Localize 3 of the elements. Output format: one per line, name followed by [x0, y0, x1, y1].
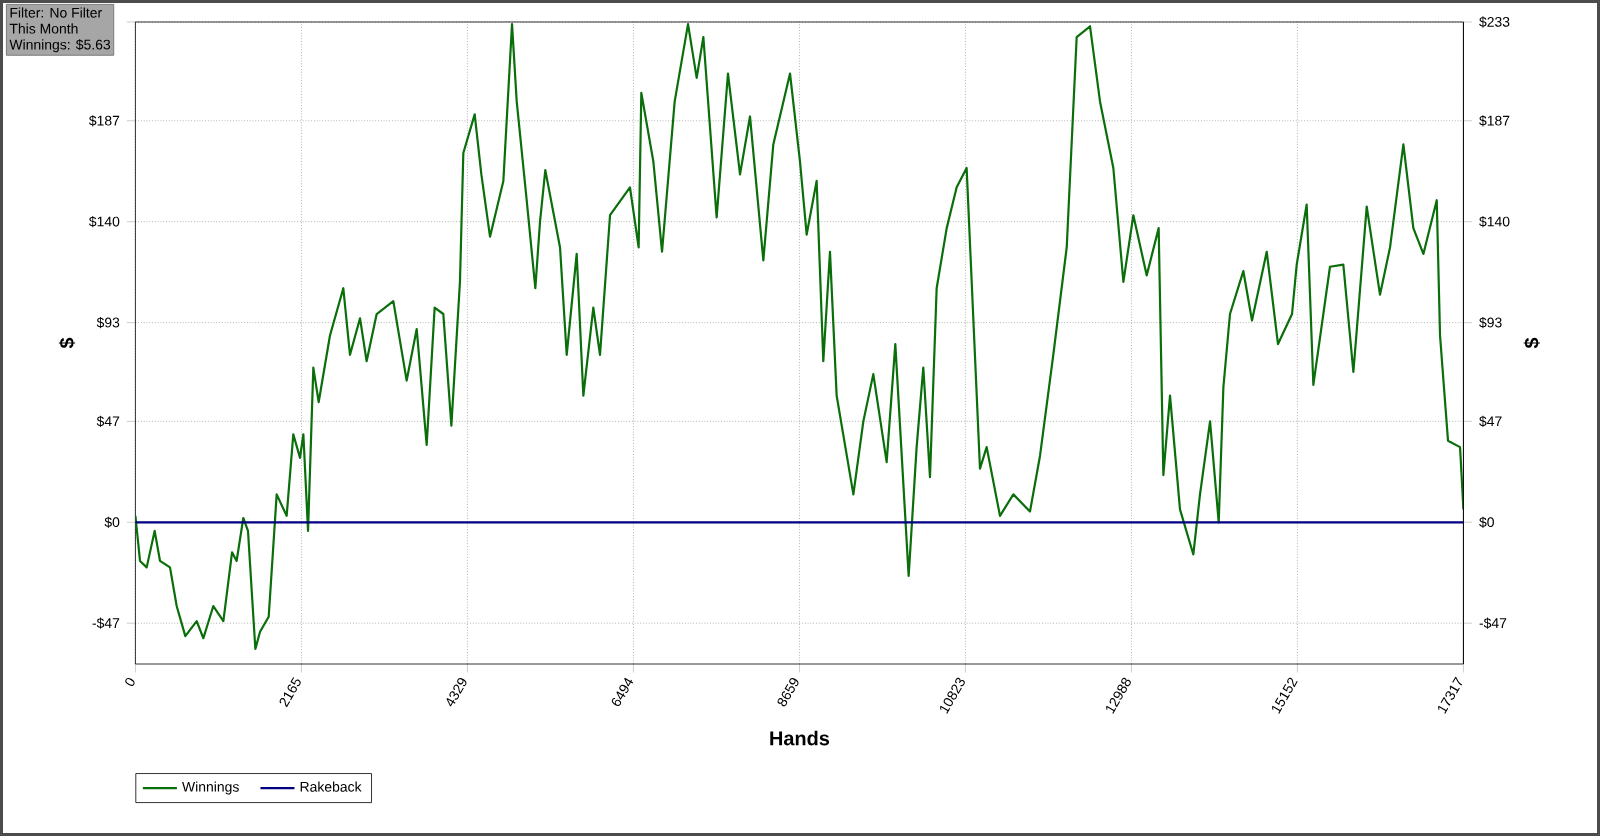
y2-axis-title: $	[1523, 337, 1540, 349]
y-axis-title: $	[58, 337, 76, 349]
x-axis-title: Hands	[770, 730, 830, 746]
